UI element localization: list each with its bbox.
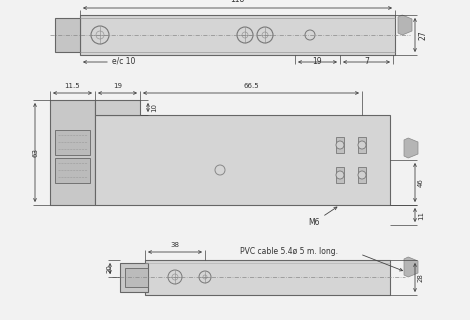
Bar — [358, 137, 366, 153]
Text: PVC cable 5.4ø 5 m. long.: PVC cable 5.4ø 5 m. long. — [240, 247, 338, 257]
Polygon shape — [404, 138, 418, 158]
Bar — [358, 167, 366, 183]
Text: M6: M6 — [308, 207, 337, 227]
Text: 27: 27 — [418, 30, 427, 40]
Text: e/c 10: e/c 10 — [112, 57, 135, 66]
Bar — [80, 15, 395, 55]
Bar — [125, 268, 148, 287]
Text: 28: 28 — [418, 273, 424, 282]
Bar — [336, 167, 344, 183]
Text: 118: 118 — [230, 0, 244, 4]
Text: 66.5: 66.5 — [243, 83, 259, 89]
Polygon shape — [398, 15, 412, 35]
Text: 19: 19 — [113, 83, 122, 89]
Bar — [95, 115, 390, 205]
Text: 38: 38 — [171, 242, 180, 248]
Text: 10: 10 — [151, 103, 157, 112]
Bar — [95, 100, 140, 115]
Circle shape — [358, 141, 366, 149]
Bar — [55, 130, 90, 155]
Text: 19: 19 — [313, 57, 322, 66]
Bar — [55, 158, 90, 183]
Bar — [336, 137, 344, 153]
Circle shape — [358, 171, 366, 179]
Bar — [120, 263, 148, 292]
Circle shape — [336, 141, 344, 149]
Text: 11: 11 — [418, 211, 424, 220]
Text: 46: 46 — [418, 178, 424, 187]
Polygon shape — [404, 257, 418, 277]
Text: 20: 20 — [107, 264, 113, 273]
Bar — [55, 18, 80, 52]
Text: 11.5: 11.5 — [65, 83, 80, 89]
Bar — [145, 260, 390, 295]
Text: 7: 7 — [364, 57, 369, 66]
Text: 63: 63 — [32, 148, 38, 157]
Circle shape — [336, 171, 344, 179]
Bar — [50, 100, 95, 205]
